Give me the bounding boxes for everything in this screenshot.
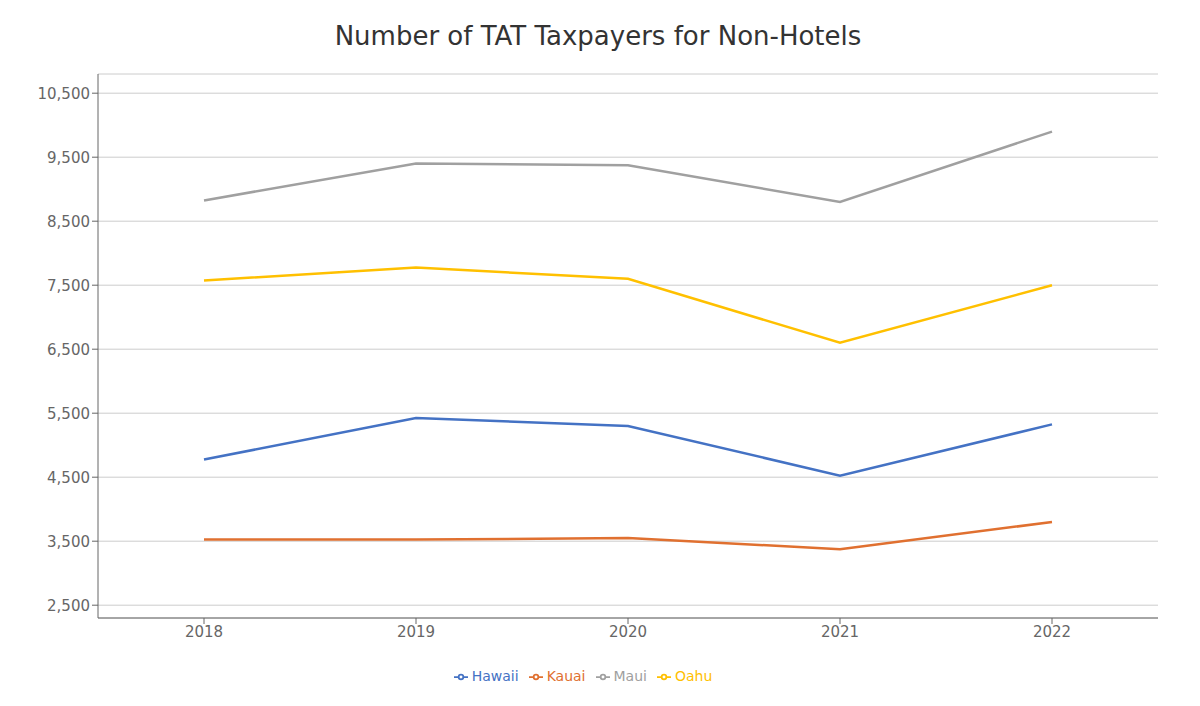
svg-text:4,500: 4,500 — [47, 469, 90, 487]
svg-text:10,500: 10,500 — [38, 85, 91, 103]
html-text:Oahu: Oahu — [674, 668, 713, 684]
svg-text:2018: 2018 — [185, 623, 223, 641]
svg-text:2019: 2019 — [397, 623, 435, 641]
svg-text:3,500: 3,500 — [47, 533, 90, 551]
svg-text:2021: 2021 — [821, 623, 859, 641]
svg-text:5,500: 5,500 — [47, 405, 90, 423]
svg-text:2020: 2020 — [609, 623, 647, 641]
svg-text:2,500: 2,500 — [47, 597, 90, 615]
html-text:Maui: Maui — [613, 668, 647, 684]
svg-text:7,500: 7,500 — [47, 277, 90, 295]
html-text:Hawaii: Hawaii — [471, 668, 519, 684]
svg-text:6,500: 6,500 — [47, 341, 90, 359]
svg-text:8,500: 8,500 — [47, 213, 90, 231]
html-text:Kauai: Kauai — [546, 668, 586, 684]
html-text:Number of TAT Taxpayers for No: Number of TAT Taxpayers for Non-Hotels — [334, 21, 862, 51]
svg-text:2022: 2022 — [1033, 623, 1071, 641]
svg-text:9,500: 9,500 — [47, 149, 90, 167]
